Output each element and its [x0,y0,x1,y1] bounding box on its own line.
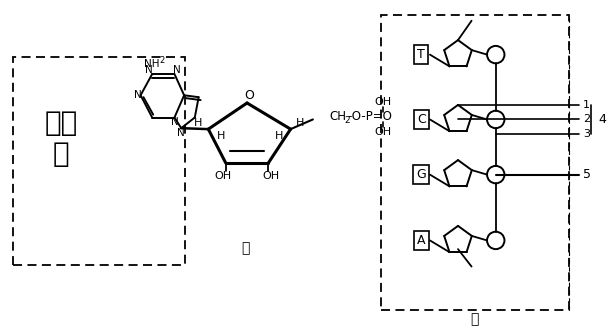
Text: H: H [194,118,202,128]
Text: 2: 2 [160,56,164,65]
Text: 4: 4 [598,113,606,126]
Text: 5: 5 [583,168,591,181]
Text: O: O [244,89,254,102]
Text: N: N [174,65,181,75]
Text: A: A [417,234,426,247]
Text: OH: OH [214,171,231,181]
Text: OH: OH [262,171,280,181]
Text: H: H [275,131,283,141]
Text: 甲: 甲 [241,241,249,255]
Text: CH: CH [329,110,347,123]
Text: H: H [296,118,304,128]
Text: N: N [146,65,153,75]
Text: OH: OH [374,97,391,107]
Text: C: C [417,113,426,126]
Text: NH: NH [144,59,160,69]
Text: H: H [217,131,225,141]
Text: T: T [417,48,425,61]
Text: 腺嘌
呤: 腺嘌 呤 [44,109,78,168]
Text: 2: 2 [345,116,350,125]
Text: G: G [417,168,426,181]
Text: N: N [134,90,141,100]
Text: 3: 3 [583,129,590,139]
Bar [381,15,569,310]
Text: OH: OH [374,127,391,137]
Text: N: N [171,117,178,127]
Bar [13,57,185,265]
Text: 乙: 乙 [470,312,479,326]
Text: 2: 2 [583,114,590,125]
Text: -O-P=O: -O-P=O [348,110,393,123]
Text: 1: 1 [583,100,590,110]
Text: N: N [177,128,185,138]
